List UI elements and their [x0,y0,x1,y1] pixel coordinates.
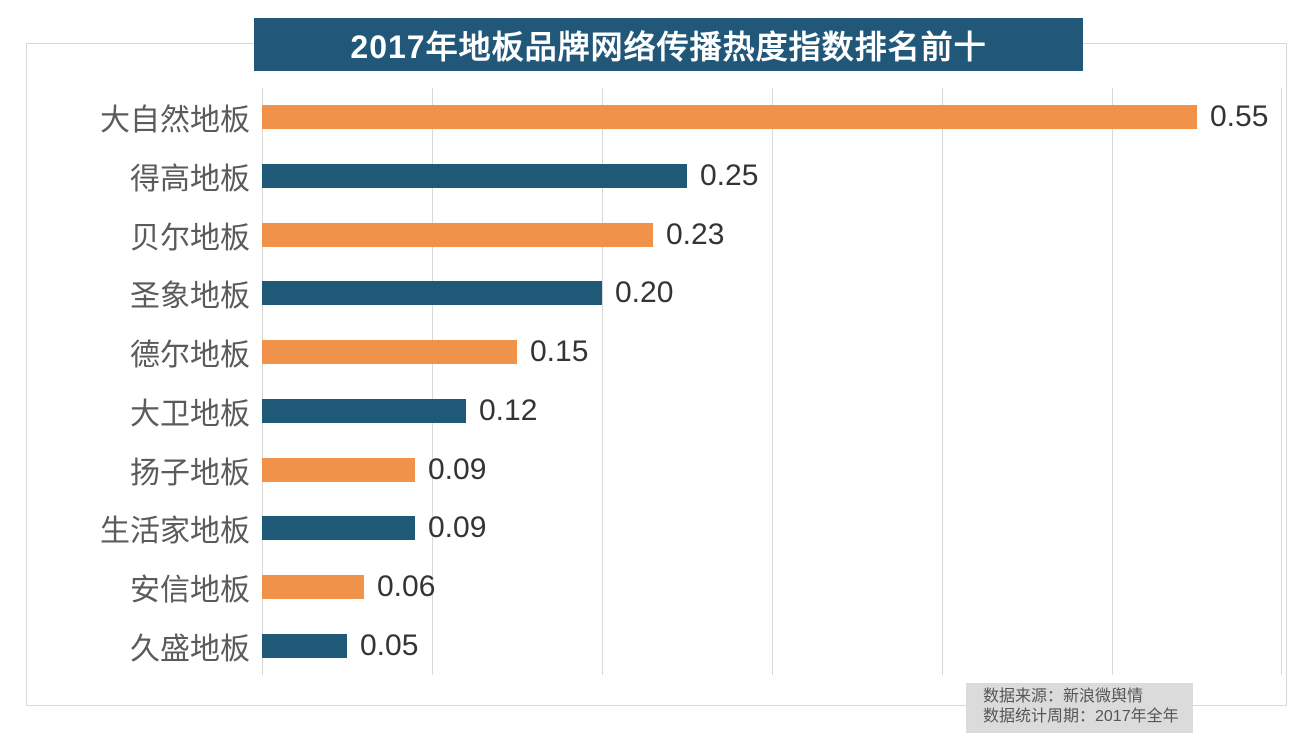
category-label: 扬子地板 [130,456,250,490]
bar-rows: 0.55 0.25 0.23 0.20 0.15 0.12 0.09 0.09 0.06 0.05 [262,88,1282,675]
bar-row: 0.12 [262,382,1282,441]
bar-row: 0.09 [262,499,1282,558]
bar-value-label: 0.05 [360,628,419,662]
source-line: 数据来源：新浪微舆情 [983,688,1144,705]
bar [262,105,1197,130]
bar [262,164,687,189]
bar-value-label: 0.23 [666,217,725,251]
bar-value-label: 0.06 [377,569,436,603]
gridline [1112,88,1113,675]
category-label: 生活家地板 [100,515,250,549]
bar [262,633,347,658]
category-label: 大自然地板 [100,104,250,138]
category-label: 贝尔地板 [130,221,250,255]
bar-row: 0.55 [262,88,1282,147]
chart-title: 2017年地板品牌网络传播热度指数排名前十 [254,18,1083,71]
category-label: 久盛地板 [130,632,250,666]
bar-value-label: 0.09 [428,452,487,486]
plot-area: 0.55 0.25 0.23 0.20 0.15 0.12 0.09 0.09 0.06 0.05 [262,88,1282,675]
bar [262,457,415,482]
bar-value-label: 0.09 [428,511,487,545]
gridline [772,88,773,675]
bar-value-label: 0.15 [530,335,589,369]
category-label: 安信地板 [130,573,250,607]
bar-value-label: 0.55 [1210,100,1269,134]
period-line: 数据统计周期：2017年全年 [983,708,1179,725]
bar-row: 0.09 [262,440,1282,499]
bar-row: 0.23 [262,205,1282,264]
bar-value-label: 0.25 [700,159,759,193]
data-source-note: 数据来源：新浪微舆情 数据统计周期：2017年全年 [966,683,1193,733]
bar-row: 0.05 [262,616,1282,675]
bar [262,281,602,306]
bar-row: 0.20 [262,264,1282,323]
category-label: 圣象地板 [130,280,250,314]
bar [262,516,415,541]
bar-row: 0.25 [262,147,1282,206]
category-label: 得高地板 [130,163,250,197]
category-label: 德尔地板 [130,339,250,373]
bar [262,340,517,365]
bar [262,222,653,247]
gridline [262,88,263,675]
bar [262,398,466,423]
bar-value-label: 0.12 [479,393,538,427]
bar [262,574,364,599]
bar-value-label: 0.20 [615,276,674,310]
gridline [431,88,433,675]
gridline [1281,88,1282,675]
category-axis: 大自然地板得高地板贝尔地板圣象地板德尔地板大卫地板扬子地板生活家地板安信地板久盛… [0,88,250,675]
bar-row: 0.15 [262,323,1282,382]
category-label: 大卫地板 [130,397,250,431]
gridline [601,88,603,675]
bar-row: 0.06 [262,558,1282,617]
gridlines [262,88,1282,675]
gridline [941,88,943,675]
